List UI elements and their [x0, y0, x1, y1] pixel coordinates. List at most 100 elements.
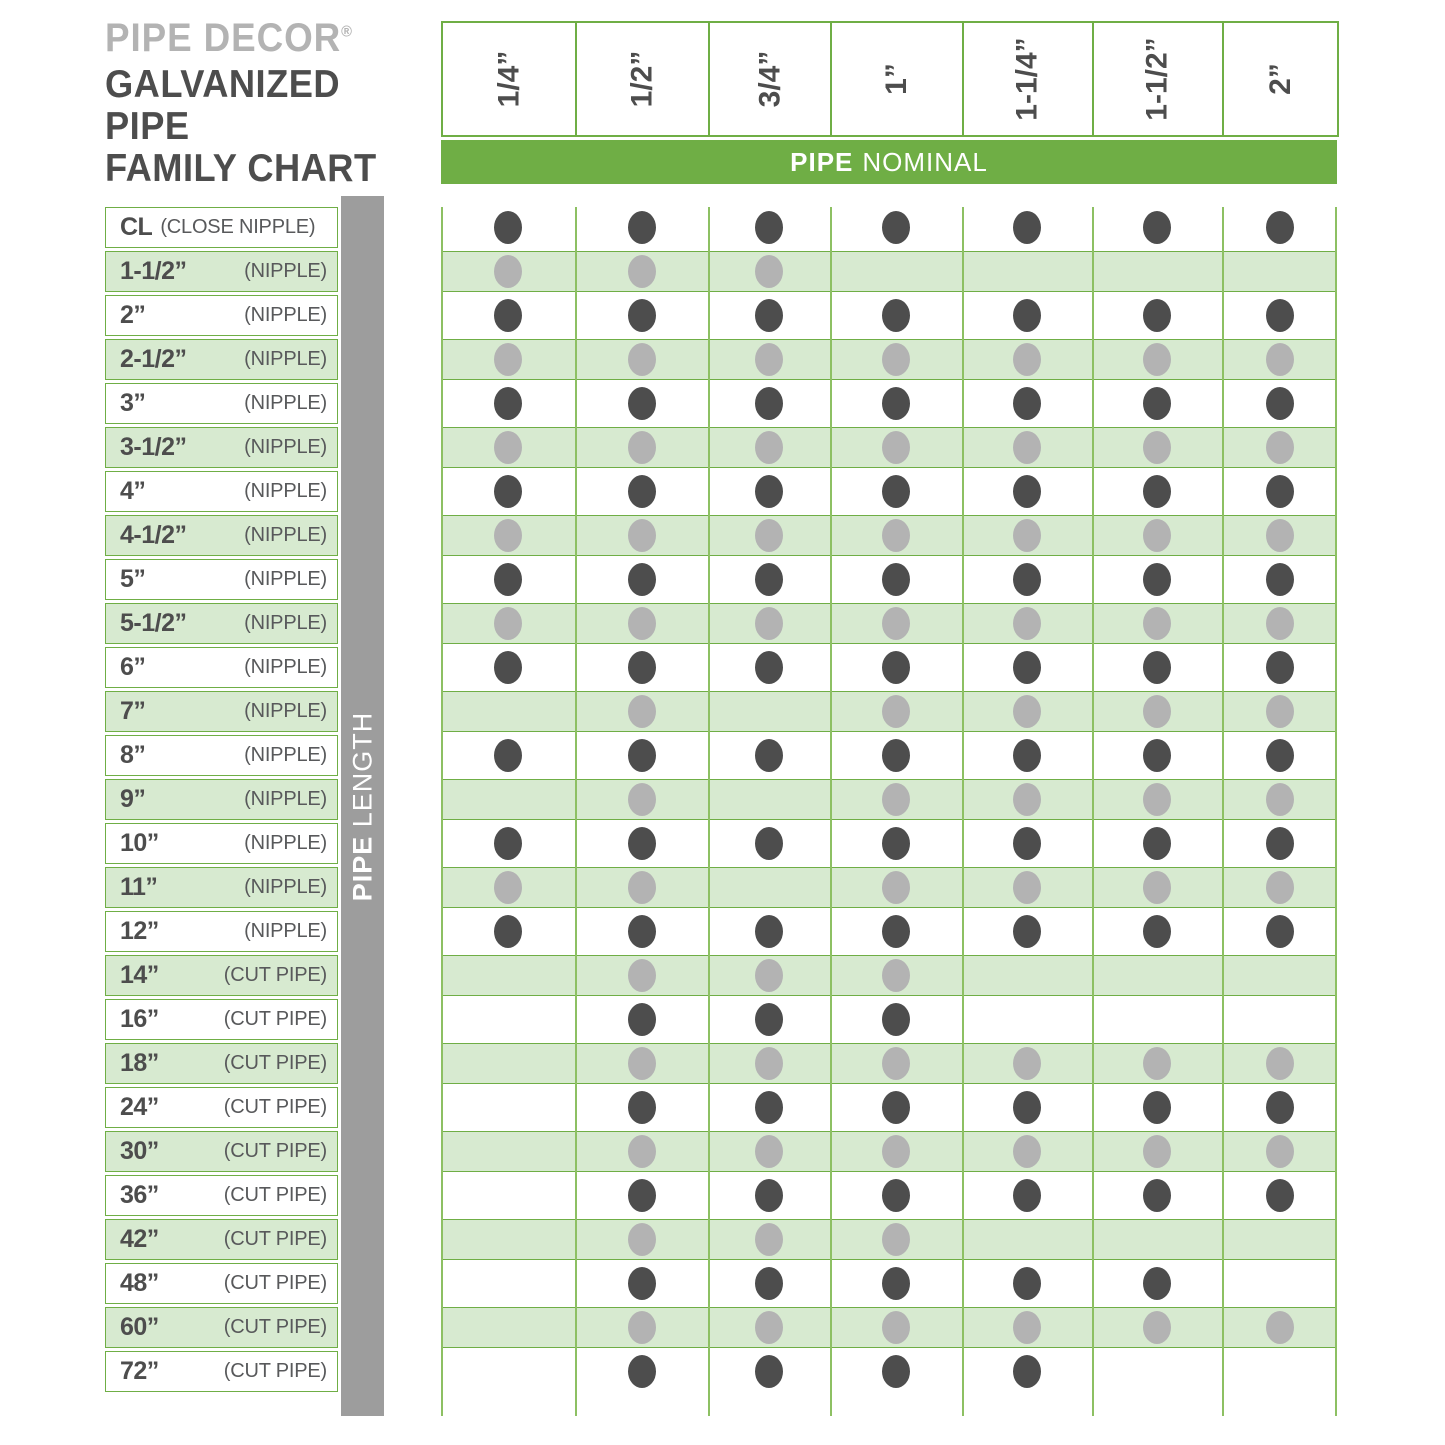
matrix-cell[interactable] — [962, 428, 1092, 467]
row-label[interactable]: 8” (NIPPLE) — [105, 735, 338, 776]
matrix-cell[interactable] — [575, 1044, 708, 1083]
matrix-cell[interactable] — [708, 1044, 830, 1083]
column-header-7[interactable]: 2” — [1222, 21, 1339, 137]
matrix-cell[interactable] — [830, 516, 962, 555]
matrix-cell[interactable] — [962, 1220, 1092, 1259]
matrix-cell[interactable] — [1092, 956, 1222, 995]
matrix-cell[interactable] — [962, 340, 1092, 379]
matrix-cell[interactable] — [830, 1220, 962, 1259]
matrix-cell[interactable] — [962, 471, 1092, 512]
matrix-cell[interactable] — [830, 1087, 962, 1128]
matrix-cell[interactable] — [962, 999, 1092, 1040]
matrix-cell[interactable] — [830, 647, 962, 688]
matrix-cell[interactable] — [1222, 1220, 1337, 1259]
matrix-cell[interactable] — [441, 428, 575, 467]
matrix-cell[interactable] — [1092, 559, 1222, 600]
matrix-cell[interactable] — [575, 1351, 708, 1392]
matrix-cell[interactable] — [830, 911, 962, 952]
matrix-cell[interactable] — [708, 999, 830, 1040]
matrix-cell[interactable] — [962, 1087, 1092, 1128]
matrix-cell[interactable] — [830, 1175, 962, 1216]
matrix-cell[interactable] — [708, 1087, 830, 1128]
row-label[interactable]: 4-1/2” (NIPPLE) — [105, 515, 338, 556]
matrix-cell[interactable] — [1222, 1308, 1337, 1347]
matrix-cell[interactable] — [830, 692, 962, 731]
matrix-cell[interactable] — [962, 1132, 1092, 1171]
matrix-cell[interactable] — [575, 692, 708, 731]
matrix-cell[interactable] — [575, 1263, 708, 1304]
matrix-cell[interactable] — [575, 604, 708, 643]
matrix-cell[interactable] — [575, 823, 708, 864]
matrix-cell[interactable] — [575, 1308, 708, 1347]
matrix-cell[interactable] — [830, 1351, 962, 1392]
matrix-cell[interactable] — [1222, 735, 1337, 776]
matrix-cell[interactable] — [575, 956, 708, 995]
matrix-cell[interactable] — [708, 559, 830, 600]
row-label[interactable]: 42” (CUT PIPE) — [105, 1219, 338, 1260]
matrix-cell[interactable] — [962, 911, 1092, 952]
matrix-cell[interactable] — [708, 295, 830, 336]
matrix-cell[interactable] — [962, 823, 1092, 864]
matrix-cell[interactable] — [708, 1351, 830, 1392]
matrix-cell[interactable] — [1092, 604, 1222, 643]
matrix-cell[interactable] — [441, 1175, 575, 1216]
matrix-cell[interactable] — [830, 428, 962, 467]
row-label[interactable]: 10” (NIPPLE) — [105, 823, 338, 864]
matrix-cell[interactable] — [575, 780, 708, 819]
matrix-cell[interactable] — [1092, 823, 1222, 864]
matrix-cell[interactable] — [962, 252, 1092, 291]
matrix-cell[interactable] — [441, 823, 575, 864]
matrix-cell[interactable] — [708, 1308, 830, 1347]
matrix-cell[interactable] — [962, 604, 1092, 643]
matrix-cell[interactable] — [830, 604, 962, 643]
matrix-cell[interactable] — [575, 252, 708, 291]
matrix-cell[interactable] — [1222, 1132, 1337, 1171]
matrix-cell[interactable] — [708, 868, 830, 907]
matrix-cell[interactable] — [1092, 471, 1222, 512]
matrix-cell[interactable] — [575, 207, 708, 248]
matrix-cell[interactable] — [1222, 999, 1337, 1040]
row-label[interactable]: 18” (CUT PIPE) — [105, 1043, 338, 1084]
matrix-cell[interactable] — [962, 295, 1092, 336]
matrix-cell[interactable] — [575, 471, 708, 512]
matrix-cell[interactable] — [575, 911, 708, 952]
matrix-cell[interactable] — [708, 780, 830, 819]
matrix-cell[interactable] — [962, 692, 1092, 731]
matrix-cell[interactable] — [441, 383, 575, 424]
matrix-cell[interactable] — [1092, 780, 1222, 819]
matrix-cell[interactable] — [441, 207, 575, 248]
matrix-cell[interactable] — [708, 604, 830, 643]
matrix-cell[interactable] — [1092, 428, 1222, 467]
matrix-cell[interactable] — [1222, 559, 1337, 600]
matrix-cell[interactable] — [830, 1308, 962, 1347]
matrix-cell[interactable] — [708, 471, 830, 512]
matrix-cell[interactable] — [1092, 207, 1222, 248]
matrix-cell[interactable] — [1222, 1087, 1337, 1128]
matrix-cell[interactable] — [441, 911, 575, 952]
matrix-cell[interactable] — [1222, 207, 1337, 248]
row-label[interactable]: 3” (NIPPLE) — [105, 383, 338, 424]
matrix-cell[interactable] — [441, 1132, 575, 1171]
matrix-cell[interactable] — [1222, 1351, 1337, 1392]
matrix-cell[interactable] — [830, 780, 962, 819]
matrix-cell[interactable] — [441, 1220, 575, 1259]
matrix-cell[interactable] — [830, 471, 962, 512]
matrix-cell[interactable] — [575, 1132, 708, 1171]
matrix-cell[interactable] — [830, 383, 962, 424]
row-label[interactable]: 36” (CUT PIPE) — [105, 1175, 338, 1216]
matrix-cell[interactable] — [1092, 383, 1222, 424]
matrix-cell[interactable] — [1092, 1132, 1222, 1171]
matrix-cell[interactable] — [708, 383, 830, 424]
matrix-cell[interactable] — [441, 516, 575, 555]
row-label[interactable]: 9” (NIPPLE) — [105, 779, 338, 820]
matrix-cell[interactable] — [830, 1263, 962, 1304]
matrix-cell[interactable] — [1092, 692, 1222, 731]
matrix-cell[interactable] — [441, 735, 575, 776]
matrix-cell[interactable] — [962, 868, 1092, 907]
matrix-cell[interactable] — [962, 516, 1092, 555]
matrix-cell[interactable] — [1222, 295, 1337, 336]
row-label[interactable]: 60” (CUT PIPE) — [105, 1307, 338, 1348]
matrix-cell[interactable] — [708, 911, 830, 952]
matrix-cell[interactable] — [441, 1308, 575, 1347]
matrix-cell[interactable] — [1222, 692, 1337, 731]
